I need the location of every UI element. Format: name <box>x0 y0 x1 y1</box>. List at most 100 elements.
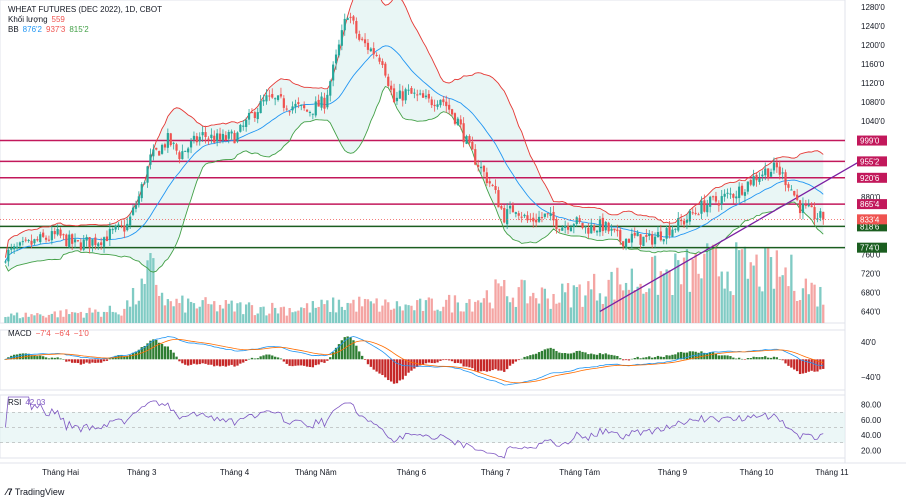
volume-bar <box>766 247 770 323</box>
time-axis-tick: Tháng Hai <box>42 468 79 477</box>
volume-bar <box>674 253 677 323</box>
candle-body <box>253 112 256 119</box>
macd-histogram-bar <box>793 359 796 370</box>
price-axis-tick: 1120'0 <box>861 79 885 88</box>
volume-bar <box>790 254 793 323</box>
volume-bar <box>146 260 149 323</box>
macd-histogram-bar <box>329 357 332 360</box>
candle-body <box>738 186 741 199</box>
macd-histogram-bar <box>4 359 7 360</box>
macd-histogram-bar <box>413 359 416 369</box>
macd-histogram-bar <box>285 359 288 364</box>
macd-histogram-bar <box>242 359 245 363</box>
volume-bar <box>297 310 300 323</box>
candle-body <box>590 224 593 234</box>
macd-histogram-bar <box>79 359 83 365</box>
candle-body <box>111 229 114 231</box>
candle-body <box>236 132 239 142</box>
candle-body <box>105 236 109 242</box>
volume-bar <box>650 256 654 323</box>
candle-body <box>169 133 172 146</box>
volume-bar <box>587 281 590 323</box>
volume-bar <box>505 296 509 323</box>
candle-body <box>651 234 654 245</box>
volume-bar <box>407 305 410 323</box>
candle-body <box>448 104 451 110</box>
candle-body <box>4 261 7 263</box>
candle-body <box>819 211 822 218</box>
macd-histogram-bar <box>250 357 254 360</box>
candle-body <box>108 228 111 240</box>
candle-body <box>427 93 430 99</box>
candle-body <box>775 162 778 168</box>
candle-body <box>642 236 645 246</box>
candle-body <box>76 240 80 242</box>
volume-bar <box>363 298 367 323</box>
candle-body <box>677 218 680 231</box>
macd-histogram-bar <box>494 359 497 370</box>
tradingview-logo[interactable]: ⁄7 TradingView <box>6 487 64 497</box>
macd-histogram-bar <box>488 359 491 372</box>
candle-body <box>465 135 468 144</box>
volume-bar <box>311 301 315 323</box>
macd-histogram-bar <box>558 352 561 360</box>
candle-body <box>323 97 326 109</box>
candle-body <box>561 227 564 231</box>
volume-bar <box>12 315 16 323</box>
volume-bar <box>210 304 213 323</box>
volume-bar <box>764 247 767 323</box>
volume-bar <box>268 313 271 323</box>
volume-bar <box>155 284 158 323</box>
macd-histogram-bar <box>674 354 677 360</box>
macd-histogram-bar <box>279 358 283 360</box>
candle-body <box>508 205 512 209</box>
macd-histogram-bar <box>352 340 355 360</box>
candle-body <box>355 21 358 34</box>
macd-histogram-bar <box>743 359 747 360</box>
candle-body <box>500 206 503 209</box>
price-axis-tick: 1240'0 <box>861 22 885 31</box>
candle-body <box>47 239 51 241</box>
candle-body <box>494 186 497 191</box>
macd-histogram-bar <box>598 353 602 360</box>
macd-histogram-bar <box>137 349 141 360</box>
macd-histogram-bar <box>265 354 268 360</box>
candle-body <box>711 196 715 198</box>
macd-histogram-bar <box>569 353 573 360</box>
volume-bar <box>39 314 42 323</box>
candle-body <box>474 149 477 165</box>
macd-histogram-bar <box>714 353 718 360</box>
macd-histogram-bar <box>346 336 349 360</box>
macd-histogram-bar <box>526 356 529 360</box>
macd-histogram-bar <box>213 359 216 367</box>
macd-histogram-bar <box>186 359 190 366</box>
volume-bar <box>186 298 190 323</box>
candle-body <box>619 230 622 242</box>
volume-bar <box>775 250 779 323</box>
volume-bar <box>755 254 758 323</box>
candle-body <box>24 239 27 241</box>
macd-histogram-bar <box>297 359 300 366</box>
volume-bar <box>76 313 80 323</box>
volume-bar <box>134 304 138 323</box>
candle-body <box>303 105 306 109</box>
volume-bar <box>737 250 741 323</box>
candle-body <box>755 174 758 181</box>
candle-body <box>398 90 401 99</box>
macd-histogram-bar <box>314 359 317 366</box>
macd-histogram-bar <box>294 359 297 366</box>
candle-body <box>787 184 790 188</box>
volume-bar <box>682 257 686 323</box>
rsi-legend: RSI 42.03 <box>8 398 49 408</box>
macd-histogram-bar <box>503 359 506 372</box>
macd-value: −7'4 <box>35 329 51 338</box>
macd-histogram-bar <box>189 359 193 365</box>
volume-bar <box>352 299 355 323</box>
macd-histogram-bar <box>671 354 674 360</box>
macd-histogram-bar <box>459 359 462 364</box>
volume-bar <box>59 310 62 323</box>
candle-body <box>79 242 82 250</box>
volume-bar <box>476 300 480 323</box>
macd-histogram-bar <box>775 357 779 360</box>
